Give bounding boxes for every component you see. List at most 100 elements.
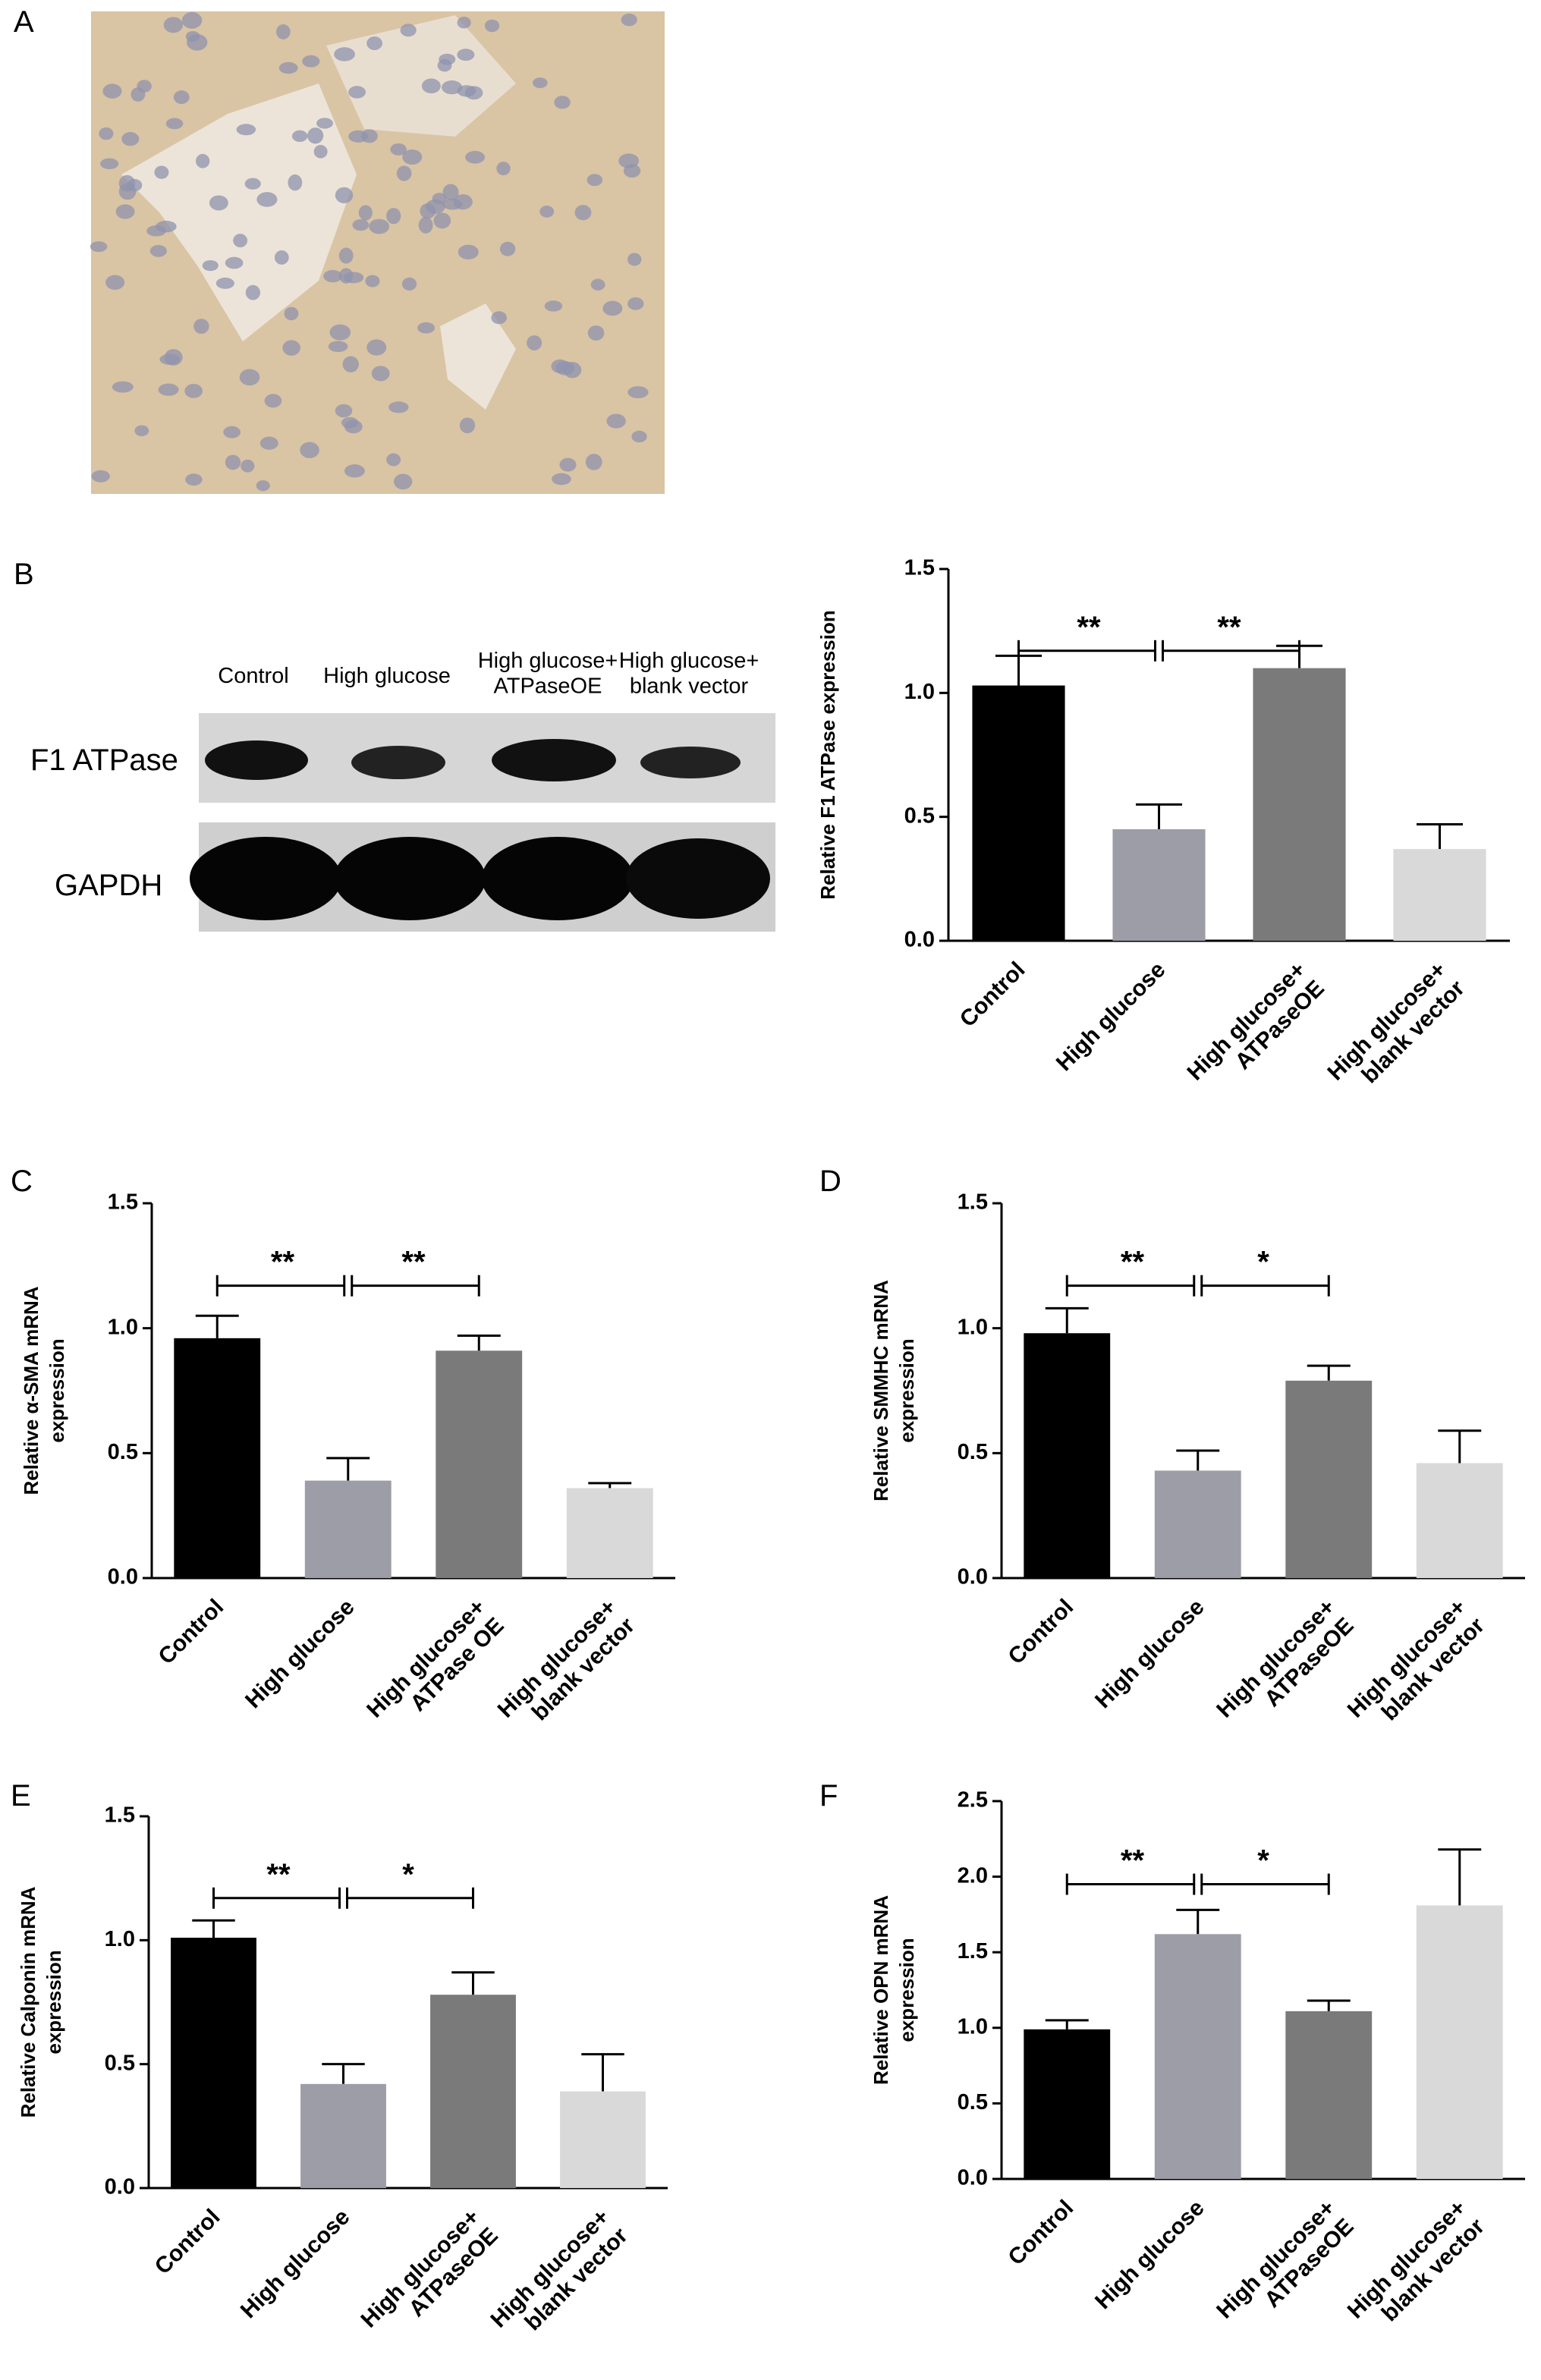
cell-nucleus	[99, 127, 114, 140]
bar	[304, 1480, 392, 1578]
cell-nucleus	[555, 360, 575, 376]
cell-nucleus	[606, 413, 626, 429]
cell-nucleus	[244, 178, 261, 190]
cell-nucleus	[149, 244, 167, 257]
significance-label: **	[1217, 611, 1241, 644]
y-tick-label: 1.0	[105, 1927, 135, 1951]
cell-nucleus	[417, 322, 436, 334]
bar	[566, 1488, 653, 1578]
blot-band	[640, 747, 741, 778]
cell-nucleus	[533, 77, 548, 89]
cell-nucleus	[418, 216, 433, 234]
y-tick-label: 0.0	[105, 2175, 135, 2199]
significance-label: **	[401, 1246, 426, 1279]
cell-nucleus	[396, 165, 412, 181]
y-axis-label: expression	[42, 1950, 65, 2054]
cell-nucleus	[193, 319, 209, 335]
cell-nucleus	[341, 417, 359, 429]
cell-nucleus	[335, 404, 353, 418]
western-blot: F1 ATPase GAPDH Control High glucose Hig…	[30, 649, 775, 932]
blot-lane-label: Control	[218, 664, 289, 688]
cell-nucleus	[233, 234, 248, 248]
y-tick-label: 0.0	[108, 1565, 138, 1589]
cell-nucleus	[432, 193, 447, 205]
cell-nucleus	[300, 442, 319, 458]
bar	[1253, 668, 1346, 941]
y-tick-label: 0.5	[958, 2090, 988, 2114]
panel-label: E	[11, 1779, 31, 1813]
text-line: ATPaseOE	[494, 674, 602, 698]
cell-nucleus	[288, 174, 303, 191]
bar	[436, 1350, 523, 1578]
bar	[1416, 1463, 1503, 1578]
blot-band	[190, 837, 341, 920]
cell-nucleus	[154, 165, 169, 179]
cell-nucleus	[225, 454, 241, 470]
bar	[1112, 829, 1206, 941]
cell-nucleus	[587, 174, 603, 187]
y-tick-label: 0.0	[958, 1565, 988, 1589]
blot-lane-label: High glucose+ blank vector	[619, 649, 759, 698]
cell-nucleus	[112, 381, 134, 393]
cell-nucleus	[223, 426, 241, 439]
cell-nucleus	[366, 36, 382, 51]
cell-nucleus	[499, 241, 516, 256]
bar	[972, 685, 1065, 941]
y-tick-label: 0.5	[904, 803, 935, 828]
cell-nucleus	[329, 324, 351, 341]
cell-nucleus	[386, 208, 401, 225]
cell-nucleus	[302, 55, 320, 68]
cell-nucleus	[552, 473, 571, 486]
y-axis-label: Relative Calponin mRNA	[17, 1886, 39, 2117]
cell-nucleus	[185, 30, 200, 42]
cell-nucleus	[282, 340, 300, 356]
y-tick-label: 0.5	[108, 1440, 138, 1464]
cell-nucleus	[527, 335, 542, 351]
cell-free-area	[440, 303, 516, 410]
blot-row-label: GAPDH	[55, 869, 162, 902]
cell-nucleus	[371, 366, 390, 382]
bar	[1154, 1470, 1241, 1578]
cell-nucleus	[91, 470, 110, 483]
cell-nucleus	[585, 454, 602, 470]
blot-band	[334, 837, 486, 920]
cell-nucleus	[164, 349, 183, 366]
significance-label: *	[1257, 1844, 1269, 1878]
text-line: High glucose+	[478, 649, 618, 673]
cell-nucleus	[484, 19, 500, 33]
cell-nucleus	[390, 143, 407, 156]
y-axis-label: expression	[895, 1338, 918, 1442]
cell-nucleus	[131, 87, 146, 102]
cell-nucleus	[181, 11, 203, 29]
bar	[1024, 1333, 1111, 1578]
cell-nucleus	[335, 187, 354, 203]
blot-band	[351, 746, 445, 779]
cell-nucleus	[146, 225, 166, 237]
y-tick-label: 0.0	[958, 2166, 988, 2190]
blot-lane-label: High glucose+ ATPaseOE	[478, 649, 618, 698]
y-tick-label: 1.0	[958, 1315, 988, 1339]
cell-nucleus	[276, 24, 291, 39]
panel-label: A	[14, 5, 34, 39]
cell-nucleus	[239, 369, 260, 386]
bar	[560, 2091, 646, 2188]
cell-nucleus	[323, 269, 342, 283]
cell-nucleus	[437, 59, 452, 72]
cell-nucleus	[339, 268, 354, 284]
cell-nucleus	[342, 356, 359, 373]
cell-nucleus	[401, 277, 417, 291]
cell-nucleus	[442, 198, 463, 210]
cell-nucleus	[366, 339, 387, 356]
panel-label: B	[14, 558, 34, 591]
y-tick-label: 1.5	[904, 556, 935, 580]
cell-nucleus	[459, 417, 476, 433]
text-line: High glucose+	[619, 649, 759, 673]
blot-band	[205, 740, 308, 780]
cell-nucleus	[458, 244, 479, 259]
cell-nucleus	[102, 83, 122, 99]
cell-nucleus	[236, 124, 256, 136]
bar	[174, 1338, 261, 1578]
